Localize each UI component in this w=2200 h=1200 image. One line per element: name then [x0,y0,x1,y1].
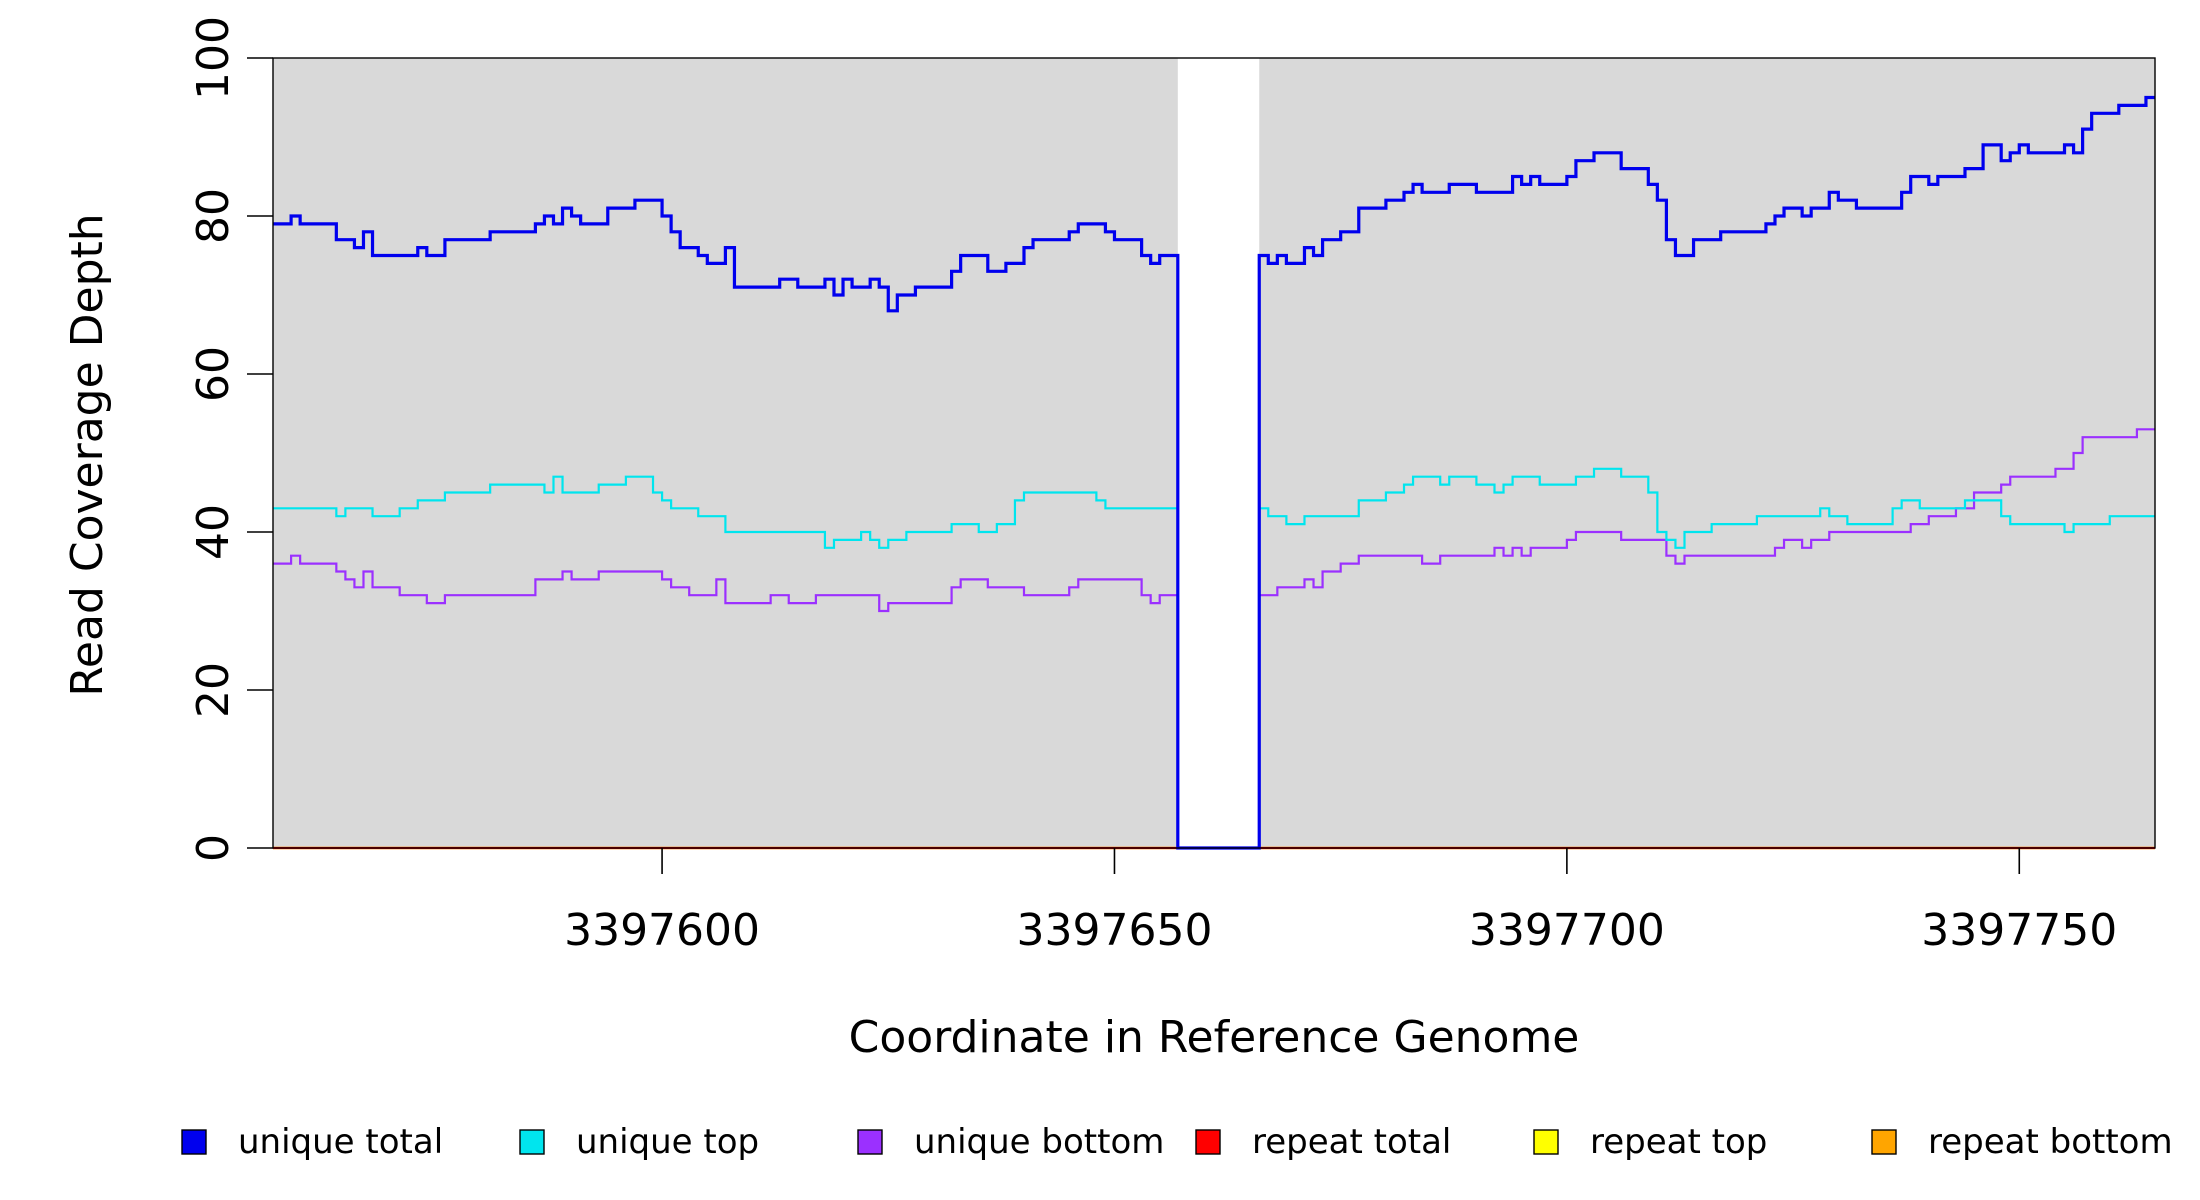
legend-label: unique bottom [914,1122,1164,1162]
legend: unique total unique top unique bottom repea… [181,1122,2173,1162]
x-axis-title: Coordinate in Reference Genome [849,1012,1580,1063]
legend-label: repeat total [1252,1122,1451,1162]
x-tick-label: 3397650 [1016,905,1212,956]
x-tick-label: 3397600 [564,905,760,956]
y-tick-label: 0 [188,834,239,862]
series-line-unique-total [273,95,2155,850]
legend-swatch [1533,1129,1559,1155]
legend-swatch [1195,1129,1221,1155]
x-tick-label: 3397750 [1921,905,2117,956]
legend-swatch [181,1129,207,1155]
legend-label: unique top [576,1122,759,1162]
y-tick-label: 40 [188,504,239,560]
legend-label: repeat bottom [1928,1122,2173,1162]
x-axis: 3397600 3397650 3397700 3397750 [564,848,2117,956]
gap-region-rect [1177,58,1260,848]
gap-region [1177,58,1260,848]
x-tick-label: 3397700 [1469,905,1665,956]
y-tick-label: 60 [188,346,239,402]
legend-swatch [1871,1129,1897,1155]
legend-label: repeat top [1590,1122,1767,1162]
y-tick-label: 100 [188,16,239,100]
plot-frame [272,57,2156,849]
y-tick-label: 20 [188,662,239,718]
legend-label: unique total [238,1122,443,1162]
y-axis-title: Read Coverage Depth [62,213,113,696]
legend-swatch [857,1129,883,1155]
legend-swatch [519,1129,545,1155]
y-axis: 0 20 40 60 80 100 [188,16,273,862]
y-tick-label: 80 [188,188,239,244]
series-line-unique-top [273,467,2155,850]
